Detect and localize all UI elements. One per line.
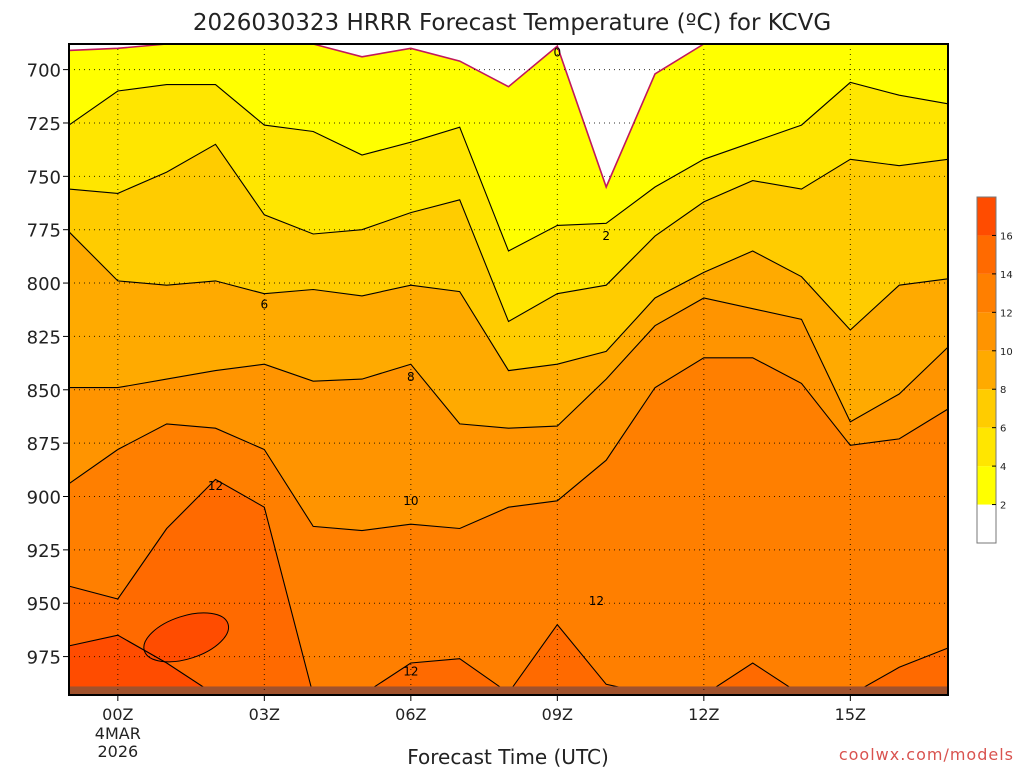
contour-label-5: 12 [208, 479, 223, 493]
colorbar-label-6: 6 [1000, 424, 1006, 435]
y-tick-label-925: 925 [27, 541, 61, 562]
y-tick-label-825: 825 [27, 327, 61, 348]
colorbar-label-14: 14 [1000, 270, 1013, 281]
plot-frame [68, 43, 949, 696]
colorbar-label-2: 2 [1000, 501, 1006, 512]
colorbar: 2 4 6 8 10 12 14 16 [976, 196, 1013, 544]
colorbar-swatch-6 [977, 273, 996, 313]
y-tick-label-800: 800 [27, 274, 61, 295]
pressure-axis: 700 725 750 775 800 825 850 875 900 925 950 975 [27, 61, 69, 669]
y-tick-label-950: 950 [27, 594, 61, 615]
colorbar-label-8: 8 [1000, 385, 1006, 396]
chart-title: 2026030323 HRRR Forecast Temperature (ºC… [193, 10, 831, 36]
watermark: coolwx.com/models [839, 745, 1014, 764]
isotherm-t6 [68, 231, 949, 372]
colorbar-swatch-5 [977, 312, 996, 351]
colorbar-swatch-7 [977, 235, 996, 274]
x-tick-sub-00Z-0: 4MAR [95, 724, 141, 743]
colorbar-frame [976, 196, 997, 544]
contour-label-2: 6 [261, 297, 269, 311]
isotherm-t4 [68, 143, 949, 323]
y-tick-label-975: 975 [27, 648, 61, 669]
contour-label-3: 8 [407, 370, 415, 384]
x-tick-label-09Z: 09Z [542, 705, 573, 724]
isotherm-t8 [69, 297, 949, 429]
band-t12 [69, 479, 948, 695]
colorbar-label-16: 16 [1000, 231, 1013, 242]
contour-label-7: 12 [403, 665, 418, 679]
x-tick-label-00Z: 00Z [102, 705, 133, 724]
contour-label-1: 2 [602, 229, 610, 243]
x-tick-label-15Z: 15Z [835, 705, 866, 724]
y-tick-label-875: 875 [27, 434, 61, 455]
contour-label-4: 10 [403, 494, 418, 508]
colorbar-swatch-4 [977, 350, 996, 390]
colorbar-label-12: 12 [1000, 308, 1013, 319]
colorbar-swatch-8 [977, 197, 996, 236]
x-tick-label-03Z: 03Z [249, 705, 280, 724]
y-tick-label-850: 850 [27, 381, 61, 402]
ground-surface [69, 686, 948, 695]
y-tick-label-750: 750 [27, 167, 61, 188]
x-axis-label: Forecast Time (UTC) [407, 745, 609, 768]
isotherm-t2 [68, 81, 949, 252]
x-tick-label-06Z: 06Z [395, 705, 426, 724]
colorbar-swatch-2 [977, 427, 996, 467]
colorbar-swatch-1 [977, 466, 996, 505]
colorbar-swatch-3 [977, 389, 996, 428]
colorbar-label-4: 4 [1000, 462, 1006, 473]
isotherm-t10 [68, 357, 949, 532]
y-tick-label-700: 700 [27, 61, 61, 82]
plot-area: 0 2 6 8 10 12 12 12 [68, 43, 949, 696]
colorbar-swatch-0 [977, 504, 996, 543]
contour-label-6: 12 [589, 594, 604, 608]
contour-label-0: 0 [554, 46, 562, 60]
y-tick-label-725: 725 [27, 114, 61, 135]
y-tick-label-900: 900 [27, 487, 61, 508]
colorbar-label-10: 10 [1000, 347, 1013, 358]
y-tick-label-775: 775 [27, 221, 61, 242]
x-tick-label-12Z: 12Z [688, 705, 719, 724]
x-tick-sub-00Z-1: 2026 [97, 742, 138, 761]
